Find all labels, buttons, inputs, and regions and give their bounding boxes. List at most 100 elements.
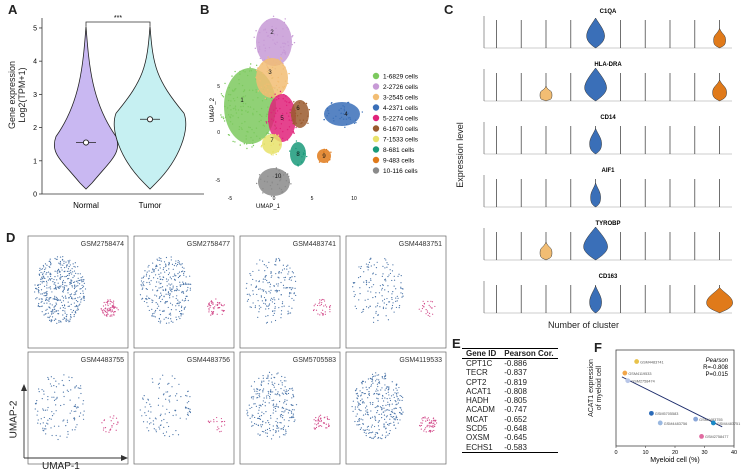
cell-point xyxy=(368,261,371,263)
cluster-point xyxy=(266,70,268,73)
cell-point xyxy=(148,281,150,284)
cluster-point xyxy=(288,126,291,128)
cell-point xyxy=(67,268,70,270)
cell-point xyxy=(145,275,148,277)
cell-point xyxy=(183,272,185,274)
cell-point xyxy=(143,281,145,283)
cell-point xyxy=(362,310,364,312)
cell-point xyxy=(278,270,280,273)
expression-violin xyxy=(539,241,553,261)
cell-point xyxy=(42,264,44,267)
cell-point xyxy=(75,312,77,314)
cluster-point xyxy=(280,176,282,178)
cluster-point xyxy=(275,153,277,156)
cluster-point xyxy=(301,122,303,124)
cell-point xyxy=(374,415,376,417)
cell-point xyxy=(359,287,361,289)
cell-point xyxy=(44,428,46,430)
cell-point xyxy=(290,388,292,390)
cell-point-myeloid xyxy=(423,303,426,305)
cell-point xyxy=(369,436,371,439)
cell-point xyxy=(252,414,254,417)
cell-point xyxy=(46,264,48,266)
cell-point xyxy=(372,403,374,406)
cell-point-myeloid xyxy=(430,422,432,424)
legend-label: 3-2545 cells xyxy=(383,94,419,101)
cell-point xyxy=(287,313,289,315)
cell-point xyxy=(175,275,177,277)
cluster-point xyxy=(240,106,242,108)
cell-point xyxy=(275,289,278,291)
cell-point xyxy=(160,300,162,303)
cell-point xyxy=(385,427,387,429)
cluster-point xyxy=(234,105,237,107)
cell-point xyxy=(365,386,367,388)
cluster-point xyxy=(307,115,309,117)
cell-point xyxy=(369,401,371,404)
umap1-arrowhead-icon xyxy=(121,455,128,461)
cell-point xyxy=(71,285,73,287)
cluster-point xyxy=(280,123,283,125)
cell-point xyxy=(265,422,267,424)
cell-point-myeloid xyxy=(320,299,322,301)
cell-point xyxy=(66,436,68,438)
scatter-point xyxy=(657,420,663,426)
cell-point xyxy=(37,410,39,412)
cell-point xyxy=(377,385,379,388)
cluster-point xyxy=(288,72,290,75)
cell-point xyxy=(155,302,157,304)
cell-point xyxy=(362,429,364,431)
cell-point xyxy=(288,271,290,273)
panel-a-ytick-label: 5 xyxy=(33,25,37,32)
cell-point xyxy=(290,292,292,294)
cell-point xyxy=(45,433,47,435)
cell-point xyxy=(44,263,47,265)
cell-point xyxy=(273,399,275,401)
violin-median-point xyxy=(82,139,90,146)
cell-point xyxy=(39,283,41,285)
cluster-point xyxy=(249,126,251,129)
cell-point xyxy=(177,259,179,262)
cell-point xyxy=(381,376,383,378)
cell-point xyxy=(41,293,44,295)
cell-point-myeloid xyxy=(429,306,431,308)
cell-point xyxy=(64,307,66,309)
cell-point xyxy=(370,384,373,386)
cell-point xyxy=(274,382,276,384)
cell-point xyxy=(247,411,249,413)
cell-point xyxy=(151,315,153,317)
cell-point xyxy=(159,259,161,261)
cell-point xyxy=(45,267,47,269)
cell-point xyxy=(288,287,290,289)
cell-point xyxy=(59,435,61,437)
cell-point xyxy=(183,300,185,302)
cell-point xyxy=(378,374,380,376)
cell-point xyxy=(376,305,378,307)
panel-d-ylabel: UMAP-2 xyxy=(8,400,20,439)
cell-point-myeloid xyxy=(426,425,428,428)
legend-swatch xyxy=(372,135,380,143)
cell-point xyxy=(70,316,72,319)
cell-point xyxy=(53,384,55,387)
panel-f-label: F xyxy=(594,340,602,355)
cell-point xyxy=(354,420,356,423)
cell-point xyxy=(251,416,253,418)
cell-point xyxy=(68,261,70,263)
cell-point xyxy=(80,387,82,389)
cell-point xyxy=(69,295,72,297)
cluster-point xyxy=(277,76,279,79)
cluster-point xyxy=(292,131,295,133)
cell-point xyxy=(50,418,52,420)
cell-point xyxy=(266,267,269,269)
cell-point xyxy=(280,416,282,418)
cell-point xyxy=(56,271,58,273)
cell-point xyxy=(78,397,80,399)
cell-point xyxy=(384,384,386,386)
cell-point xyxy=(273,406,275,408)
cell-point xyxy=(175,414,177,416)
cluster-point xyxy=(280,143,282,145)
cluster-point xyxy=(260,178,262,180)
cluster-point xyxy=(282,51,284,53)
cell-point xyxy=(278,298,280,300)
cell-point xyxy=(376,411,378,414)
